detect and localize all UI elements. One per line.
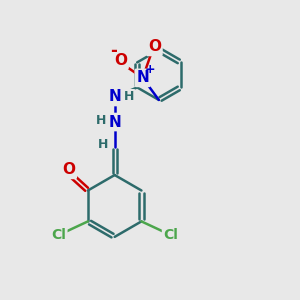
Text: Cl: Cl bbox=[51, 228, 66, 242]
Text: H: H bbox=[124, 91, 134, 103]
Text: N: N bbox=[108, 89, 121, 104]
Text: +: + bbox=[145, 62, 155, 76]
Text: O: O bbox=[114, 53, 127, 68]
Text: O: O bbox=[62, 162, 75, 177]
Text: Cl: Cl bbox=[164, 228, 178, 242]
Text: H: H bbox=[96, 114, 106, 127]
Text: -: - bbox=[110, 42, 117, 60]
Text: N: N bbox=[136, 70, 149, 86]
Text: O: O bbox=[148, 39, 161, 54]
Text: N: N bbox=[108, 115, 121, 130]
Text: H: H bbox=[98, 138, 109, 151]
